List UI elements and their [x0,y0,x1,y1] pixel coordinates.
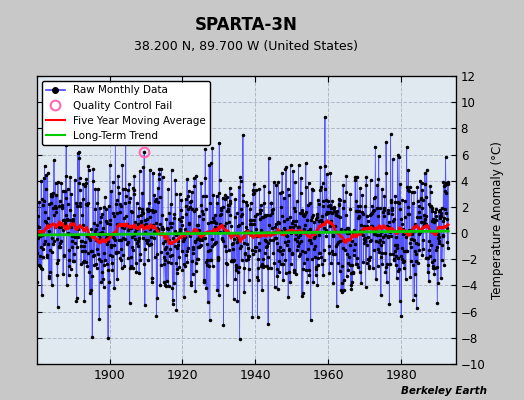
Text: 38.200 N, 89.700 W (United States): 38.200 N, 89.700 W (United States) [134,40,358,53]
Legend: Raw Monthly Data, Quality Control Fail, Five Year Moving Average, Long-Term Tren: Raw Monthly Data, Quality Control Fail, … [42,81,210,145]
Text: Berkeley Earth: Berkeley Earth [401,386,487,396]
Y-axis label: Temperature Anomaly (°C): Temperature Anomaly (°C) [491,141,504,299]
Text: SPARTA-3N: SPARTA-3N [195,16,298,34]
